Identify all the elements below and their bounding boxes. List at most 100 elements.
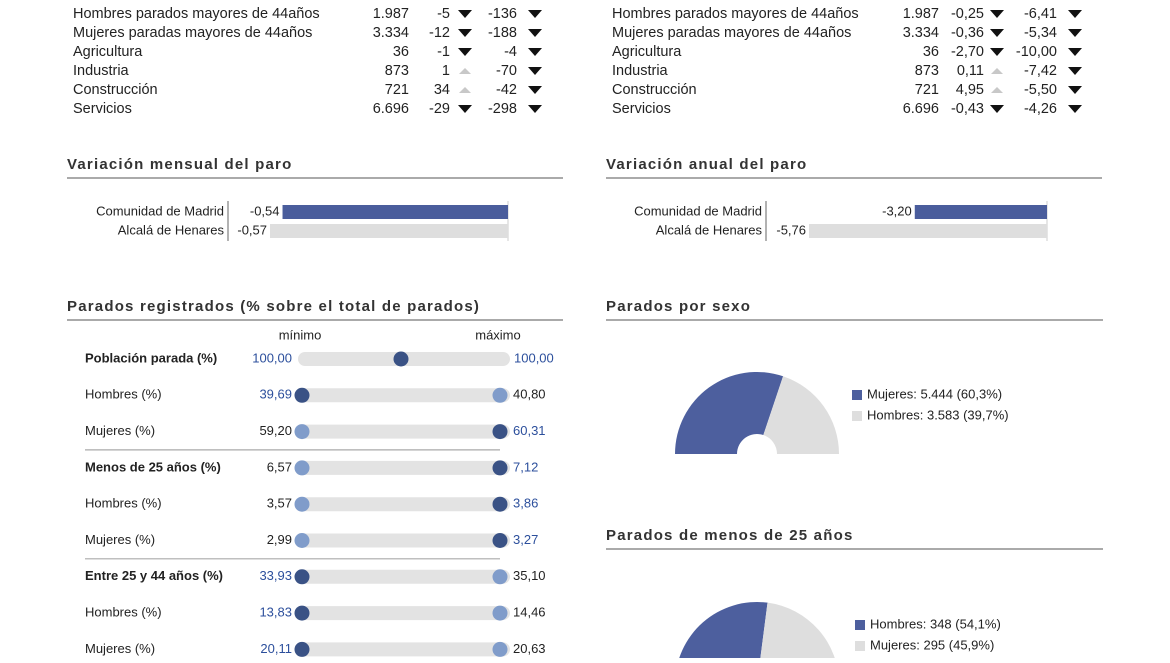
max-dot (492, 605, 508, 621)
dot (393, 351, 409, 367)
bar-category: Comunidad de Madrid (634, 203, 762, 218)
arrow-down (990, 105, 1004, 113)
arrow-down (458, 10, 472, 18)
row-label: Industria (73, 63, 130, 79)
min-value: 2,99 (267, 532, 292, 547)
min-value: 20,11 (260, 641, 292, 656)
min-value: 3,57 (267, 496, 292, 511)
bar-category: Comunidad de Madrid (96, 203, 224, 218)
row-annual: -7,42 (1024, 63, 1057, 79)
pie-slice (677, 602, 768, 663)
max-value: 60,31 (513, 423, 546, 438)
max-value: 20,63 (513, 641, 546, 656)
arrow-down (990, 48, 1004, 56)
arrow-down (1068, 29, 1082, 37)
row-annual: -136 (488, 6, 517, 22)
row-label: Servicios (612, 101, 671, 117)
min-dot (294, 533, 310, 548)
min-value: 33,93 (259, 568, 292, 583)
pie-slice (763, 376, 839, 454)
row-monthly: -12 (429, 25, 450, 41)
row-annual: -4 (504, 44, 517, 60)
row-total: 36 (923, 44, 939, 60)
row-total: 6.696 (373, 101, 409, 117)
max-value: 7,12 (513, 459, 538, 474)
row-monthly: 34 (434, 82, 450, 98)
arrow-up (991, 87, 1003, 93)
row-total: 721 (915, 82, 939, 98)
max-value: 3,86 (513, 496, 538, 511)
range-track (298, 569, 510, 584)
min-header: mínimo (279, 327, 322, 342)
row-label: Menos de 25 años (%) (85, 459, 221, 474)
arrow-down (528, 67, 542, 75)
row-label: Mujeres paradas mayores de 44años (612, 25, 851, 41)
section-title: Parados de menos de 25 años (606, 527, 853, 544)
row-label: Población parada (%) (85, 350, 217, 365)
row-label: Mujeres (%) (85, 641, 155, 656)
row-annual: -298 (488, 101, 517, 117)
max-value: 35,10 (513, 568, 546, 583)
max-dot (492, 496, 508, 512)
range-track (298, 497, 510, 512)
bar (270, 224, 508, 238)
row-monthly: -1 (437, 44, 450, 60)
row-total: 1.987 (373, 6, 409, 22)
max-value: 14,46 (513, 605, 546, 620)
legend-label: Hombres: 348 (54,1%) (870, 616, 1001, 631)
max-dot (492, 387, 508, 403)
max-value: 100,00 (514, 350, 554, 365)
arrow-down (1068, 67, 1082, 75)
max-dot (492, 569, 508, 585)
row-monthly: -2,70 (951, 44, 984, 60)
row-annual: -42 (496, 82, 517, 98)
bar-category: Alcalá de Henares (118, 222, 225, 237)
min-dot (294, 460, 310, 476)
row-monthly: -5 (437, 6, 450, 22)
row-monthly: -0,36 (951, 25, 984, 41)
row-annual: -10,00 (1016, 44, 1057, 60)
arrow-down (1068, 105, 1082, 113)
row-annual: -70 (496, 63, 517, 79)
max-dot (492, 424, 508, 440)
bar-value-label: -0,57 (237, 222, 267, 237)
arrow-down (990, 10, 1004, 18)
section-title: Parados registrados (% sobre el total de… (67, 298, 480, 315)
min-value: 6,57 (267, 459, 292, 474)
row-label: Agricultura (73, 44, 143, 60)
max-value: 40,80 (513, 387, 546, 402)
pie-slice (675, 371, 784, 454)
min-dot (294, 569, 310, 585)
max-dot (492, 641, 508, 657)
arrow-up (459, 87, 471, 93)
row-label: Mujeres paradas mayores de 44años (73, 25, 312, 41)
range-track (298, 533, 510, 548)
min-dot (294, 641, 310, 657)
row-annual: -6,41 (1024, 6, 1057, 22)
legend-swatch (855, 641, 865, 651)
row-label: Mujeres (%) (85, 423, 155, 438)
row-annual: -188 (488, 25, 517, 41)
bar (809, 224, 1047, 238)
bar-category: Alcalá de Henares (656, 222, 763, 237)
section-title: Variación mensual del paro (67, 156, 292, 173)
arrow-down (1068, 48, 1082, 56)
row-label: Agricultura (612, 44, 682, 60)
section-title: Variación anual del paro (606, 156, 807, 173)
arrow-down (458, 29, 472, 37)
arrow-down (528, 10, 542, 18)
row-label: Construcción (73, 82, 158, 98)
min-dot (294, 424, 310, 440)
arrow-down (528, 105, 542, 113)
row-total: 1.987 (903, 6, 939, 22)
row-label: Mujeres (%) (85, 532, 155, 547)
row-label: Construcción (612, 82, 697, 98)
max-value: 3,27 (513, 532, 538, 547)
row-monthly: 4,95 (956, 82, 984, 98)
max-header: máximo (475, 327, 521, 342)
pie-slice (759, 602, 837, 663)
bar-value-label: -3,20 (882, 203, 912, 218)
legend-swatch (855, 620, 865, 630)
max-dot (492, 533, 508, 548)
